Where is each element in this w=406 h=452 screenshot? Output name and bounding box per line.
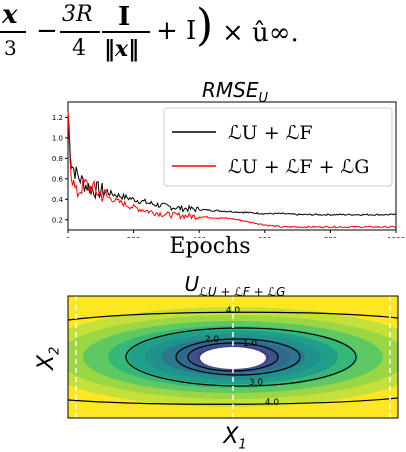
contour-label-1: 2.0: [205, 335, 220, 345]
eq-minus: −: [36, 16, 58, 46]
eq-3r: 3R: [62, 2, 93, 27]
legend-label-0: ℒU + ℒF: [228, 122, 313, 144]
eq-bold-i: I: [118, 2, 131, 32]
x2-sub: 2: [47, 346, 63, 355]
rmse-title-sub: U: [258, 91, 268, 106]
field-title-main: U: [184, 272, 200, 296]
contour-line-bottom: [68, 397, 398, 405]
series-line-0: [67, 112, 397, 217]
eq-fraction-bar-1: [0, 31, 26, 33]
rmse-x-axis-label: Epochs: [169, 234, 251, 259]
field-heatmap: [68, 296, 398, 418]
eq-four: 4: [72, 36, 86, 61]
eq-three: 3: [4, 36, 17, 60]
contour-line-top: [68, 311, 398, 321]
y-tick-label: 0.4: [52, 196, 64, 204]
rmse-chart-title: RMSEU: [150, 78, 320, 106]
x-tick-label: 800: [324, 236, 337, 238]
contour-line-3: [125, 327, 357, 387]
contour-label-4: 4.0: [265, 398, 280, 408]
rmse-legend: ℒU + ℒF ℒU + ℒF + ℒG: [163, 107, 393, 187]
eq-norm-x: ‖x‖: [104, 36, 140, 62]
legend-box: [163, 107, 393, 187]
eq-fraction-bar-3: [102, 31, 150, 33]
x-tick-label: 400: [193, 236, 206, 238]
y-tick-label: 0.6: [52, 175, 64, 183]
contour-label-0: 4.0: [226, 306, 241, 316]
x1-main: X: [223, 424, 239, 449]
eq-fraction-bar-2: [60, 31, 100, 33]
y-tick-label: 1.2: [52, 114, 63, 122]
field-obstacle: [200, 347, 266, 369]
contour-label-3: 3.0: [249, 378, 264, 388]
field-x2-label: X2: [34, 347, 62, 370]
eq-close-paren: ): [196, 0, 214, 51]
field-chart: 4.02.0 1.03.04.0: [67, 295, 399, 419]
field-contour-labels: 4.02.0 1.03.04.0: [205, 306, 280, 408]
contour-label-2: 1.0: [243, 339, 258, 349]
field-x1-label: X1: [220, 424, 250, 452]
field-frame: [67, 295, 399, 419]
series-line-1: [67, 111, 397, 229]
x-tick-label: 200: [127, 236, 140, 238]
x2-main: X: [34, 354, 59, 370]
legend-label-1: ℒU + ℒF + ℒG: [228, 156, 369, 178]
eq-times-u: × û∞.: [222, 18, 299, 48]
x1-sub: 1: [238, 437, 247, 452]
y-tick-label: 1.0: [52, 134, 63, 142]
equation-strip: x 3 − 3R 4 I ‖x‖ + I ) × û∞.: [0, 0, 406, 70]
y-tick-label: 0.8: [52, 155, 63, 163]
y-tick-label: 0.2: [52, 216, 63, 224]
contour-line-2: [175, 338, 301, 376]
x-tick-label: 0: [66, 236, 70, 238]
rmse-lines: [67, 111, 397, 229]
rmse-title-main: RMSE: [202, 78, 259, 102]
eq-x-vector: x: [2, 0, 18, 30]
x-tick-label: 1000: [387, 236, 405, 238]
rmse-chart: 0 200 400 600 800 1000 0.2 0.4 0.6 0.8 1.0 1.2 ℒU +…: [52, 101, 405, 238]
eq-plus-i: + I: [156, 16, 197, 46]
x-tick-label: 600: [258, 236, 271, 238]
